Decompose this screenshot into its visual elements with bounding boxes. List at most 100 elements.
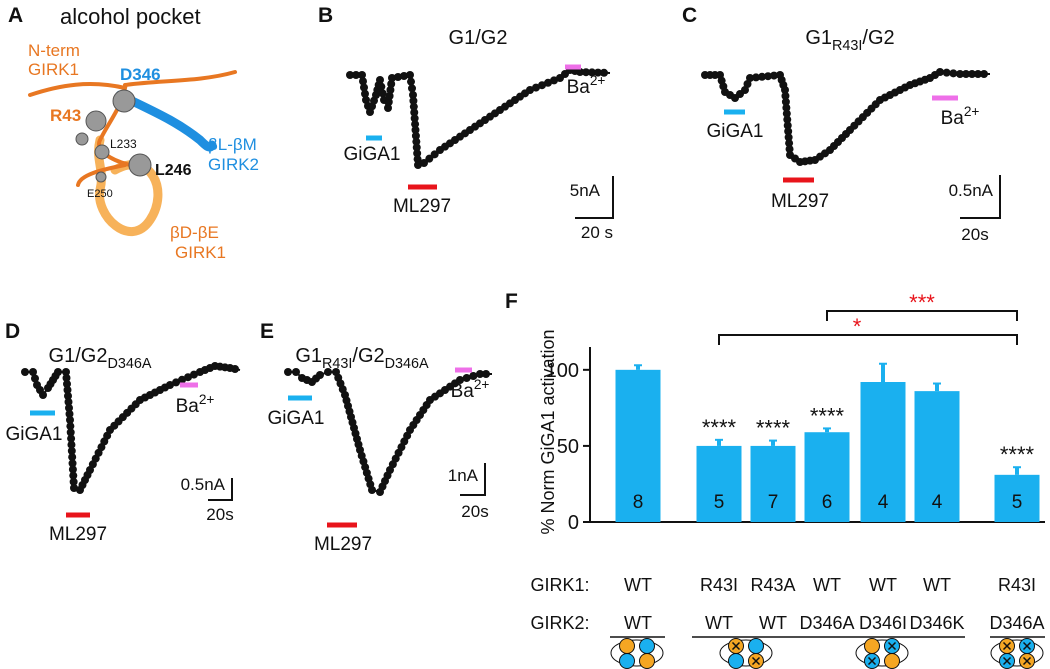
trace-dot (783, 115, 792, 124)
scale-label: 0.5nA (181, 475, 226, 494)
trace-dot (386, 86, 395, 94)
text-part: 2+ (199, 392, 215, 407)
text-part: G1/G2 (449, 27, 508, 49)
text-part: G1 (295, 345, 322, 367)
bar (750, 445, 796, 522)
trace-dot (456, 376, 464, 384)
label: βL-βM (208, 135, 257, 154)
trace-dot (361, 89, 369, 98)
trace-dot (785, 145, 794, 154)
trace-dot (420, 159, 428, 167)
label: GIRK2 (208, 155, 259, 174)
trace-dot (409, 102, 418, 111)
residue: D346 (120, 65, 161, 84)
n-label: 5 (714, 492, 725, 513)
scale-bar (208, 478, 233, 501)
trace-dot (64, 398, 73, 406)
x-tick-label: R43I (700, 575, 738, 595)
text-part: 2+ (964, 104, 980, 119)
trace-dot (782, 109, 791, 118)
stimulus-label: ML297 (314, 534, 372, 555)
trace (21, 362, 241, 494)
trace-dot (482, 370, 490, 378)
trace-dot (425, 154, 434, 163)
x-tick-label: R43A (750, 575, 795, 595)
subunit (864, 638, 880, 654)
bracket (826, 310, 1018, 321)
trace-dot (62, 374, 71, 382)
text-part: R43I (322, 356, 352, 372)
trace-dot (758, 72, 766, 81)
trace-dot (430, 150, 439, 159)
trace-dot (411, 120, 420, 129)
trace-dot (412, 143, 421, 152)
trace-dot (68, 459, 77, 468)
panel-label: F (505, 290, 518, 313)
mutation-mark (731, 641, 741, 651)
trace-dot (412, 137, 421, 146)
trace-dot (974, 70, 982, 78)
trace-dot (400, 72, 408, 80)
trace-dot (69, 477, 78, 486)
x-tick-label: WT (923, 575, 951, 595)
trace-dot (784, 133, 793, 142)
x-tick-label: WT (869, 575, 897, 595)
trace-dot (29, 368, 37, 376)
text-part: Ba (176, 396, 200, 417)
x-tick-label: WT (759, 613, 787, 633)
label: G1R43I/G2D346A (295, 345, 429, 372)
trace-dot (172, 378, 180, 387)
stimulus-label: GiGA1 (343, 144, 400, 165)
stimulus-label: ML297 (49, 524, 107, 545)
trace-dot (781, 86, 789, 94)
subunit (639, 638, 655, 654)
trace-dot (413, 155, 422, 164)
n-label: 4 (878, 492, 889, 513)
trace-dot (411, 131, 420, 140)
label: G1/G2D346A (49, 345, 152, 372)
trace-dot (54, 368, 62, 376)
trace-dot (385, 92, 394, 100)
comparison: * (853, 314, 862, 339)
trace-dot (410, 114, 419, 123)
trace-dot (21, 368, 29, 376)
trace-dot (39, 391, 47, 399)
text-part: 2+ (590, 73, 606, 88)
text-part: /G2 (352, 345, 384, 367)
residue: L246 (155, 162, 192, 179)
trace-dot (66, 416, 74, 424)
trace-dot (231, 365, 239, 373)
panel-label: C (682, 4, 697, 27)
text-part: Ba (451, 381, 475, 402)
text-part: /G2 (862, 27, 894, 49)
trace-dot (292, 368, 300, 376)
x-tick-label: D346A (799, 613, 854, 633)
trace-dot (284, 368, 292, 376)
trace-dot (410, 108, 419, 117)
label: Ba2+ (941, 104, 980, 129)
stimulus-label: GiGA1 (5, 424, 62, 445)
n-label: 7 (768, 492, 779, 513)
trace-dot (346, 71, 354, 79)
trace-dot (63, 380, 71, 388)
channel-outline (610, 639, 664, 667)
y-tick-label: 100 (546, 360, 579, 382)
n-label: 8 (633, 492, 644, 513)
panel-title: alcohol pocket (60, 4, 201, 29)
row-label: GIRK2: (530, 613, 589, 633)
trace-dot (384, 98, 393, 106)
panel-label: A (8, 4, 23, 27)
label: N-term (28, 41, 80, 60)
trace-dot (949, 69, 958, 78)
channel-outline (719, 639, 773, 667)
trace-dot (783, 121, 792, 130)
residue: E250 (87, 188, 113, 200)
trace-dot (600, 68, 608, 77)
channel-outline (990, 639, 1044, 667)
mutation-mark (1002, 641, 1012, 651)
text-part: G1/G2 (49, 345, 108, 367)
subunit (619, 638, 635, 654)
trace-dot (408, 84, 416, 93)
trace-dot (782, 103, 791, 112)
